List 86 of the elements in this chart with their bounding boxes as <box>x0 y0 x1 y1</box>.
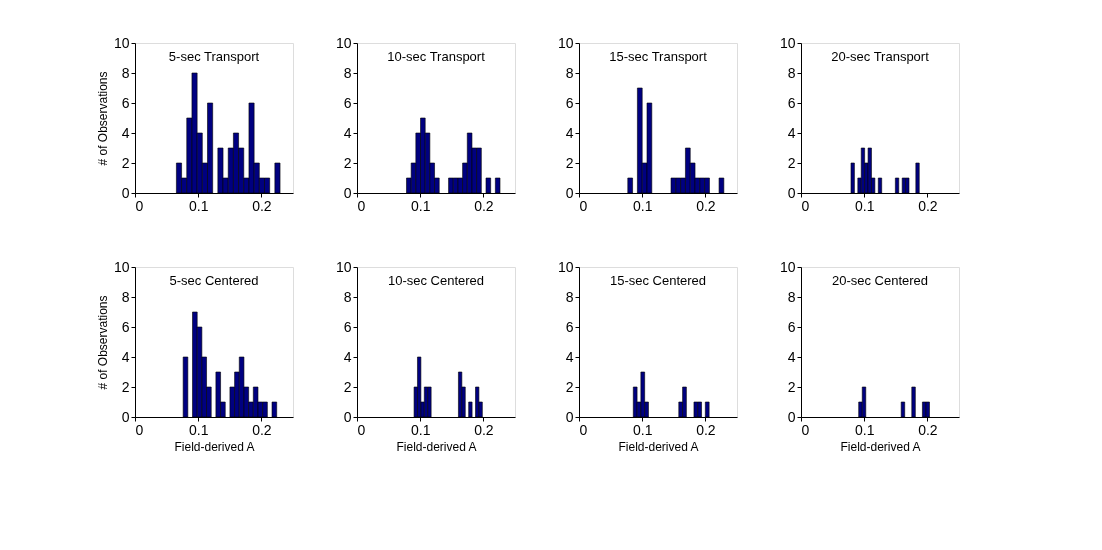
x-axis-title: Field-derived A <box>618 439 699 454</box>
annotation: 10-sec Centered <box>387 273 485 288</box>
y-tick-label: 6 <box>565 318 574 335</box>
x-tick-label: 0 <box>357 421 366 438</box>
x-tick-label: 0.2 <box>918 197 938 214</box>
y-tick-label: 10 <box>335 258 352 275</box>
y-tick-label: 2 <box>787 154 796 171</box>
y-tick-label: 6 <box>565 94 574 111</box>
y-tick-label: 6 <box>787 318 796 335</box>
y-tick-label: 8 <box>787 288 796 305</box>
y-tick-label: 4 <box>343 124 352 141</box>
y-tick-label: 0 <box>121 184 130 201</box>
annotation: 5-sec Centered <box>169 273 259 288</box>
y-tick-label: 4 <box>787 124 796 141</box>
y-tick-label: 8 <box>565 64 574 81</box>
y-tick-label: 8 <box>787 64 796 81</box>
annotation: 20-sec Centered <box>831 273 929 288</box>
y-tick-label: 10 <box>779 34 796 51</box>
x-tick-label: 0.2 <box>252 421 272 438</box>
y-tick-label: 8 <box>343 64 352 81</box>
x-tick-label: 0 <box>801 197 810 214</box>
x-tick-label: 0 <box>357 197 366 214</box>
y-tick-label: 2 <box>121 154 130 171</box>
y-tick-label: 6 <box>343 94 352 111</box>
x-tick-label: 0 <box>801 421 810 438</box>
x-tick-label: 0 <box>135 197 144 214</box>
y-tick-label: 10 <box>779 258 796 275</box>
y-tick-label: 4 <box>121 348 130 365</box>
y-axis-title: # of Observations <box>95 71 110 166</box>
x-axis-title: Field-derived A <box>174 439 255 454</box>
annotation: 20-sec Transport <box>831 49 930 64</box>
x-tick-label: 0.2 <box>252 197 272 214</box>
y-tick-label: 2 <box>787 378 796 395</box>
y-axis-title: # of Observations <box>95 295 110 390</box>
x-tick-label: 0.1 <box>632 197 653 214</box>
x-tick-label: 0.1 <box>410 197 431 214</box>
x-tick-label: 0.2 <box>474 197 494 214</box>
x-axis-title: Field-derived A <box>840 439 921 454</box>
y-tick-label: 6 <box>121 94 130 111</box>
y-tick-label: 10 <box>113 258 130 275</box>
y-tick-label: 6 <box>787 94 796 111</box>
y-tick-label: 6 <box>343 318 352 335</box>
y-tick-label: 0 <box>565 408 574 425</box>
y-tick-label: 4 <box>787 348 796 365</box>
y-tick-label: 4 <box>121 124 130 141</box>
x-tick-label: 0.1 <box>632 421 653 438</box>
x-tick-label: 0.2 <box>696 197 716 214</box>
y-tick-label: 0 <box>343 184 352 201</box>
y-tick-label: 8 <box>121 64 130 81</box>
x-tick-label: 0.1 <box>854 197 875 214</box>
y-tick-label: 2 <box>565 154 574 171</box>
y-tick-label: 0 <box>787 408 796 425</box>
y-tick-label: 10 <box>557 34 574 51</box>
y-tick-label: 8 <box>343 288 352 305</box>
x-tick-label: 0 <box>135 421 144 438</box>
y-tick-label: 2 <box>343 378 352 395</box>
y-tick-label: 8 <box>565 288 574 305</box>
y-tick-label: 6 <box>121 318 130 335</box>
x-tick-label: 0.2 <box>474 421 494 438</box>
annotation: 15-sec Centered <box>609 273 707 288</box>
x-tick-label: 0.1 <box>410 421 431 438</box>
y-tick-label: 10 <box>335 34 352 51</box>
x-tick-label: 0.1 <box>188 421 209 438</box>
y-tick-label: 4 <box>343 348 352 365</box>
annotation: 10-sec Transport <box>387 49 486 64</box>
x-tick-label: 0.1 <box>188 197 209 214</box>
x-tick-label: 0 <box>579 197 588 214</box>
y-tick-label: 2 <box>565 378 574 395</box>
y-tick-label: 0 <box>787 184 796 201</box>
x-tick-label: 0 <box>579 421 588 438</box>
x-tick-label: 0.1 <box>854 421 875 438</box>
y-tick-label: 4 <box>565 348 574 365</box>
annotation: 15-sec Transport <box>609 49 708 64</box>
y-tick-label: 4 <box>565 124 574 141</box>
y-tick-label: 2 <box>121 378 130 395</box>
annotation: 5-sec Transport <box>168 49 260 64</box>
y-tick-label: 0 <box>121 408 130 425</box>
y-tick-label: 10 <box>113 34 130 51</box>
y-tick-label: 8 <box>121 288 130 305</box>
x-tick-label: 0.2 <box>918 421 938 438</box>
x-axis-title: Field-derived A <box>396 439 477 454</box>
y-tick-label: 0 <box>565 184 574 201</box>
x-tick-label: 0.2 <box>696 421 716 438</box>
y-tick-label: 2 <box>343 154 352 171</box>
y-tick-label: 10 <box>557 258 574 275</box>
y-tick-label: 0 <box>343 408 352 425</box>
